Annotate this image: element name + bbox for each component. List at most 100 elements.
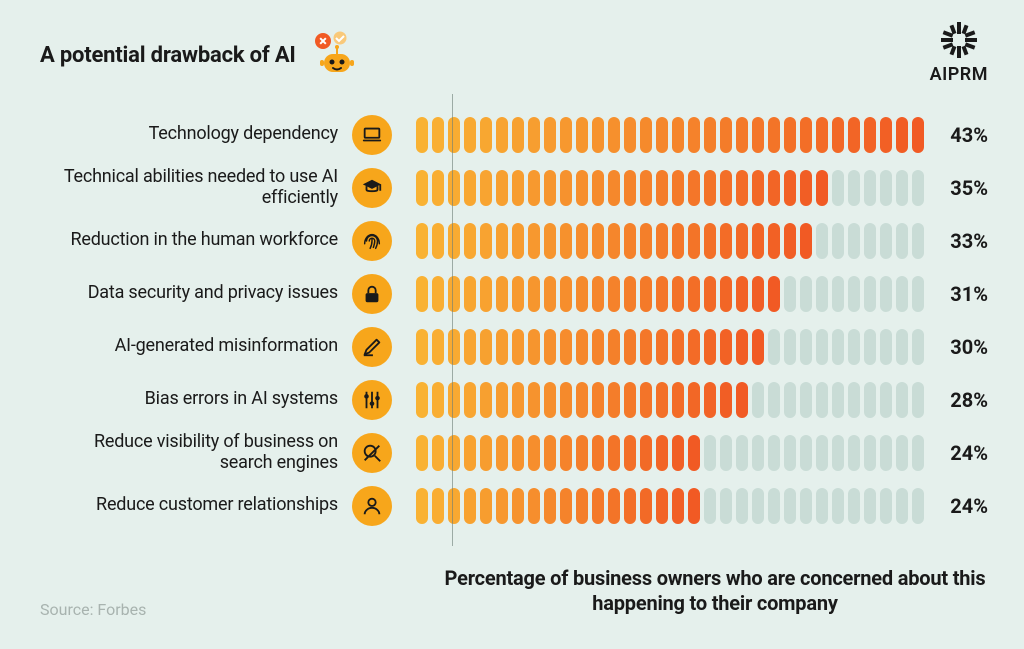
bar-pill [624, 382, 636, 418]
bar-pill [576, 117, 588, 153]
bar-track [416, 329, 924, 365]
bar-pill [720, 223, 732, 259]
row-value: 24% [924, 494, 988, 518]
bar-pill [768, 382, 780, 418]
bar-pill [656, 382, 668, 418]
bar-pill [864, 276, 876, 312]
bar-pill [432, 170, 444, 206]
bar-pill [528, 117, 540, 153]
bar-pill [752, 170, 764, 206]
row-value: 33% [924, 229, 988, 253]
bar-pill [448, 170, 460, 206]
bar-pill [864, 435, 876, 471]
bar-pill [896, 382, 908, 418]
bar-pill [800, 117, 812, 153]
bar-pill [720, 329, 732, 365]
bar-pill [784, 435, 796, 471]
bar-pill [592, 435, 604, 471]
chart-title: A potential drawback of AI [40, 43, 296, 68]
axis-line [452, 94, 453, 546]
bar-pill [592, 488, 604, 524]
bar-pill [560, 223, 572, 259]
bar-pill [432, 117, 444, 153]
bar-pill [528, 170, 540, 206]
bar-pill [672, 382, 684, 418]
bar-pill [656, 329, 668, 365]
bar-pill [496, 276, 508, 312]
bar-pill [720, 170, 732, 206]
chart-row: Reduce visibility of business on search … [40, 426, 988, 479]
bar-track [416, 170, 924, 206]
bar-pill [592, 170, 604, 206]
bar-pill [544, 488, 556, 524]
laptop-icon [352, 115, 392, 155]
bar-pill [800, 223, 812, 259]
bar-pill [720, 382, 732, 418]
row-label: Bias errors in AI systems [40, 389, 346, 410]
bar-pill [464, 223, 476, 259]
bar-pill [848, 223, 860, 259]
brand-logo: AIPRM [930, 22, 988, 85]
bar-pill [896, 170, 908, 206]
bar-pill [560, 488, 572, 524]
bar-pill [640, 170, 652, 206]
bar-track [416, 117, 924, 153]
bar-pill [832, 435, 844, 471]
bar-pill [464, 329, 476, 365]
bar-pill [688, 170, 700, 206]
bar-pill [560, 382, 572, 418]
bar-pill [752, 435, 764, 471]
bar-pill [416, 329, 428, 365]
bar-pill [496, 117, 508, 153]
bar-pill [448, 223, 460, 259]
bar-pill [656, 117, 668, 153]
bar-pill [736, 382, 748, 418]
bar-pill [816, 170, 828, 206]
bar-pill [880, 276, 892, 312]
bar-pill [416, 276, 428, 312]
bar-pill [784, 488, 796, 524]
bar-pill [432, 223, 444, 259]
bar-pill [512, 276, 524, 312]
bar-pill [736, 435, 748, 471]
bar-pill [784, 382, 796, 418]
bar-pill [656, 488, 668, 524]
bar-pill [624, 223, 636, 259]
bar-pill [416, 223, 428, 259]
bar-pill [832, 488, 844, 524]
bar-pill [576, 170, 588, 206]
bar-pill [896, 435, 908, 471]
bar-pill [416, 488, 428, 524]
bar-pill [736, 117, 748, 153]
chart-row: Data security and privacy issues31% [40, 267, 988, 320]
search-off-icon [352, 433, 392, 473]
bar-pill [848, 329, 860, 365]
bar-pill [608, 170, 620, 206]
pencil-icon [352, 327, 392, 367]
brand-mark-icon [937, 22, 981, 62]
grad-cap-icon [352, 168, 392, 208]
bar-pill [656, 170, 668, 206]
bar-pill [448, 276, 460, 312]
bar-pill [896, 117, 908, 153]
bar-pill [608, 488, 620, 524]
bar-pill [512, 117, 524, 153]
bar-pill [880, 117, 892, 153]
bar-pill [704, 488, 716, 524]
row-label: Technical abilities needed to use AI eff… [40, 167, 346, 208]
bar-pill [832, 117, 844, 153]
bar-pill [768, 329, 780, 365]
fingerprint-icon [352, 221, 392, 261]
bar-pill [592, 117, 604, 153]
bar-pill [800, 170, 812, 206]
bar-pill [432, 488, 444, 524]
bar-pill [640, 488, 652, 524]
bar-pill [816, 382, 828, 418]
bar-pill [560, 117, 572, 153]
bar-pill [496, 329, 508, 365]
bar-pill [656, 276, 668, 312]
bar-pill [704, 329, 716, 365]
sliders-icon [352, 380, 392, 420]
bar-pill [736, 276, 748, 312]
bar-pill [480, 435, 492, 471]
